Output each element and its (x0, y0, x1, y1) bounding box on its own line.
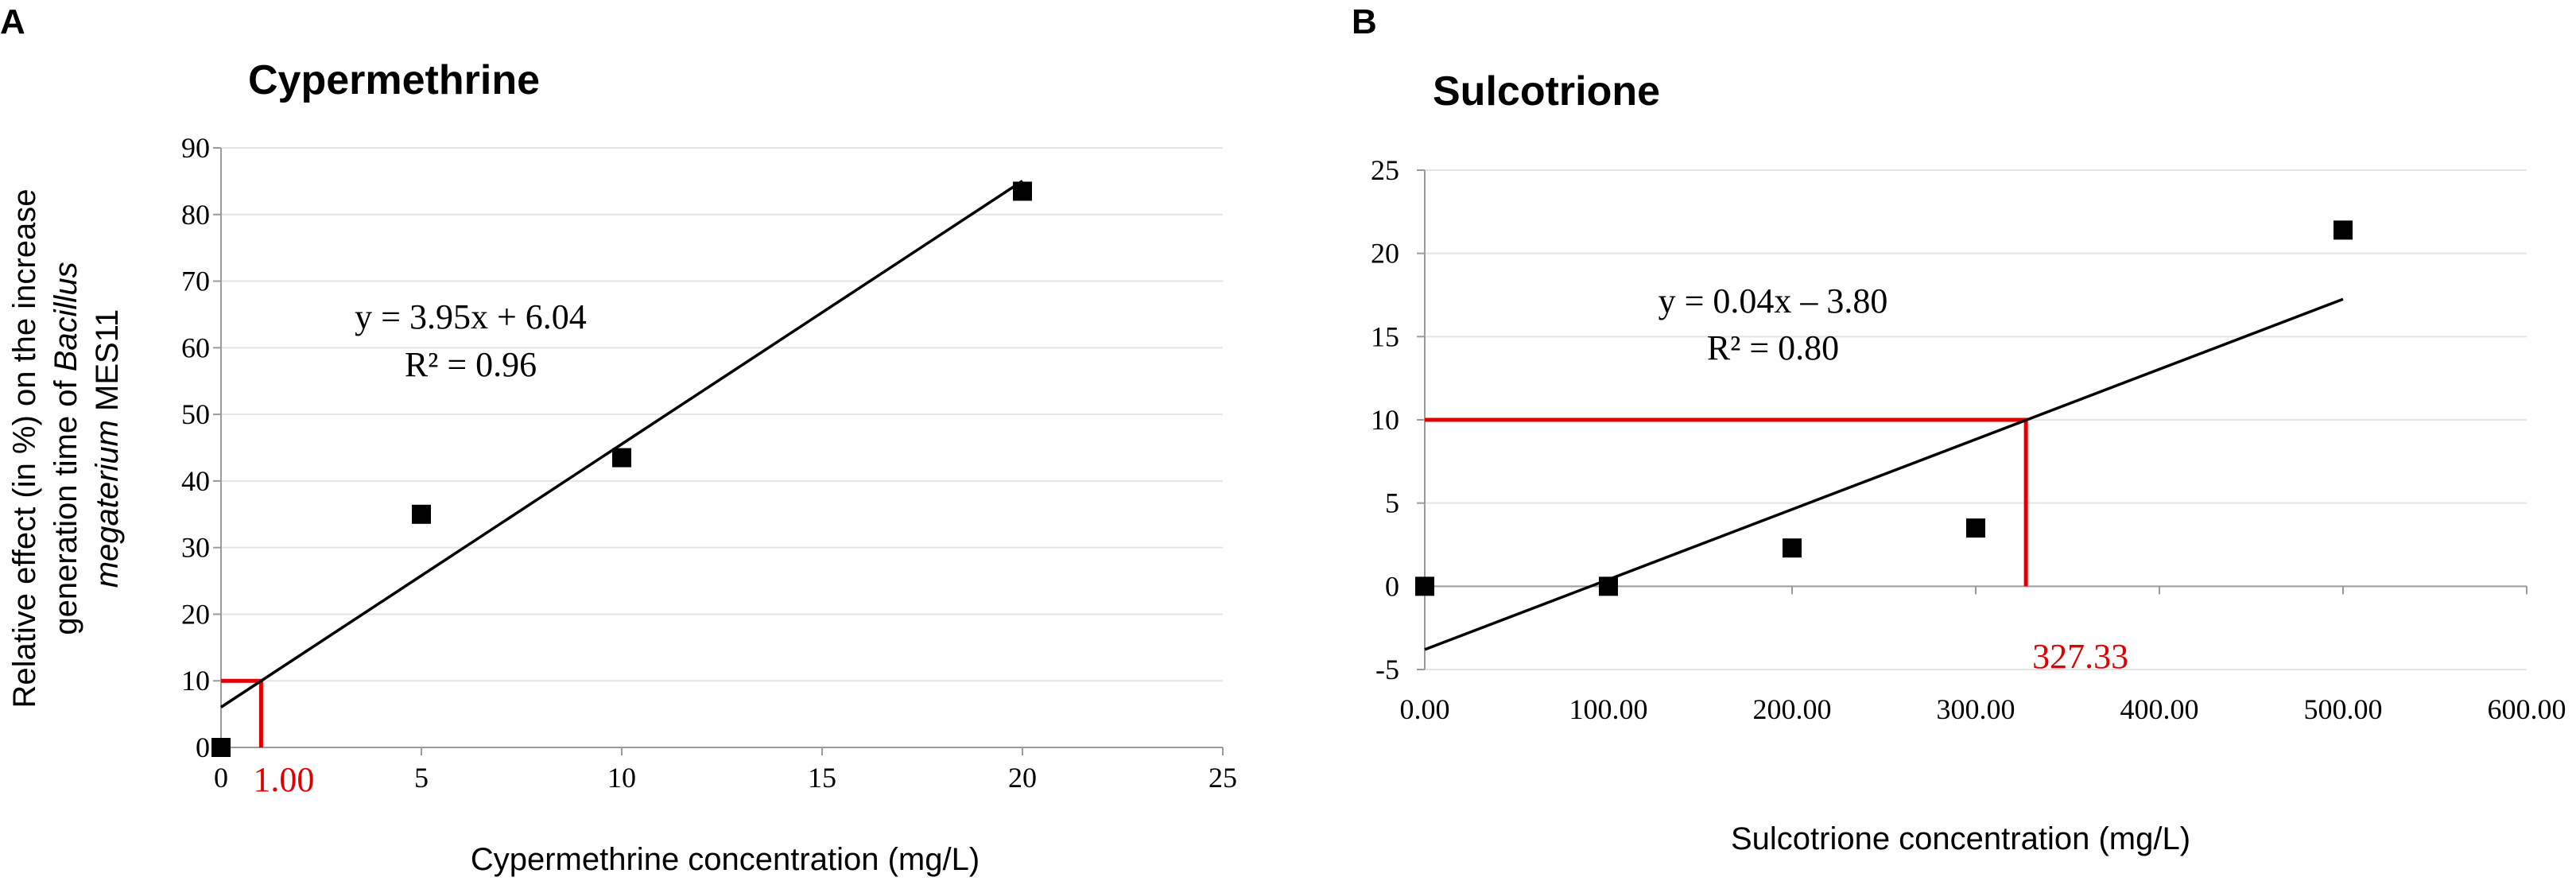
chart-a-x-label: Cypermethrine concentration (mg/L) (471, 842, 980, 877)
chart-b-trendline (1424, 297, 2344, 651)
chart-a-grid (221, 147, 1223, 682)
x-tick-label: 500.00 (2304, 693, 2383, 725)
panel-b-letter: B (1352, 2, 1377, 41)
x-tick-label: 5 (414, 762, 429, 794)
y-tick-label: 15 (1371, 320, 1399, 352)
chart-a-r2: R² = 0.96 (405, 345, 537, 384)
y-tick-label: 25 (1371, 154, 1399, 186)
x-tick-label: 300.00 (1937, 693, 2015, 725)
chart-a-threshold: 1.00 (221, 678, 314, 799)
chart-b-points (1415, 220, 2353, 596)
panel-b: B Sulcotrione -5 0 5 10 15 20 25 0.00 100.00 200… (1352, 2, 2566, 856)
chart-a-equation: y = 3.95x + 6.04 (355, 297, 587, 336)
data-point-4 (2334, 220, 2353, 240)
y-label-segment: Bacillus (48, 262, 83, 371)
chart-a-axes (213, 147, 1224, 755)
y-tick-label: 0 (196, 732, 210, 763)
y-tick-label: 40 (181, 465, 210, 497)
y-tick-label: 10 (181, 665, 210, 697)
threshold-label: 327.33 (2032, 637, 2128, 676)
y-label-segment: Relative effect (in %) on the increase (7, 189, 42, 708)
x-tick-label: 400.00 (2120, 693, 2199, 725)
chart-b-y-ticks: -5 0 5 10 15 20 25 (1371, 154, 1399, 685)
chart-a-points (211, 181, 1032, 757)
data-point-2 (612, 448, 631, 468)
x-tick-label: 20 (1008, 762, 1037, 794)
y-label-segment: MES11 (90, 309, 125, 420)
data-point-1 (1599, 576, 1618, 596)
chart-b-x-ticks: 0.00 100.00 200.00 300.00 400.00 500.00 600.00 (1400, 693, 2566, 725)
x-tick-label: 25 (1208, 762, 1237, 794)
data-point-1 (412, 504, 431, 524)
y-tick-label: 0 (1385, 570, 1399, 602)
chart-b-equation: y = 0.04x – 3.80 (1658, 281, 1888, 320)
chart-b-x-label: Sulcotrione concentration (mg/L) (1731, 821, 2190, 856)
chart-b-r2: R² = 0.80 (1707, 328, 1839, 367)
y-label-segment: megaterium (90, 420, 125, 588)
x-tick-label: 0.00 (1400, 693, 1450, 725)
y-tick-label: 20 (1371, 238, 1399, 270)
y-tick-label: 5 (1385, 487, 1399, 519)
chart-a-title: Cypermethrine (248, 57, 540, 103)
y-tick-label: 20 (181, 598, 210, 630)
x-tick-label: 0 (214, 762, 228, 794)
trendline (1424, 297, 2344, 651)
x-tick-label: 100.00 (1569, 693, 1648, 725)
y-tick-label: 60 (181, 332, 210, 363)
y-tick-label: 30 (181, 532, 210, 564)
chart-b-title: Sulcotrione (1433, 68, 1660, 115)
y-tick-label: 90 (181, 132, 210, 164)
y-tick-label: 50 (181, 398, 210, 430)
chart-a-y-label-text: Relative effect (in %) on the increase ge… (7, 189, 125, 708)
data-point-0 (1415, 576, 1434, 596)
y-tick-label: 70 (181, 266, 210, 297)
x-tick-label: 15 (808, 762, 836, 794)
chart-a-x-ticks: 0 5 10 15 20 25 (214, 762, 1237, 794)
threshold-label: 1.00 (253, 760, 314, 799)
y-tick-label: 80 (181, 199, 210, 231)
chart-a-y-label: Relative effect (in %) on the increase ge… (7, 189, 125, 708)
chart-b-threshold: 327.33 (1425, 417, 2128, 676)
panel-a: A Cypermethrine 0 10 20 30 40 50 60 70 80 90 0 5 10… (0, 2, 1237, 877)
x-tick-label: 600.00 (2488, 693, 2566, 725)
data-point-0 (211, 738, 231, 757)
y-tick-label: 10 (1371, 404, 1399, 436)
x-tick-label: 200.00 (1753, 693, 1832, 725)
x-tick-label: 10 (607, 762, 636, 794)
chart-a-trendline (220, 180, 1023, 708)
panel-a-letter: A (0, 2, 25, 41)
y-label-segment: generation time of (48, 371, 83, 635)
data-point-2 (1783, 538, 1802, 558)
data-point-3 (1966, 518, 1985, 538)
trendline (220, 180, 1023, 708)
data-point-3 (1013, 181, 1032, 201)
y-tick-label: -5 (1375, 654, 1399, 685)
threshold-line (221, 678, 263, 747)
chart-a-y-ticks: 0 10 20 30 40 50 60 70 80 90 (181, 132, 210, 763)
